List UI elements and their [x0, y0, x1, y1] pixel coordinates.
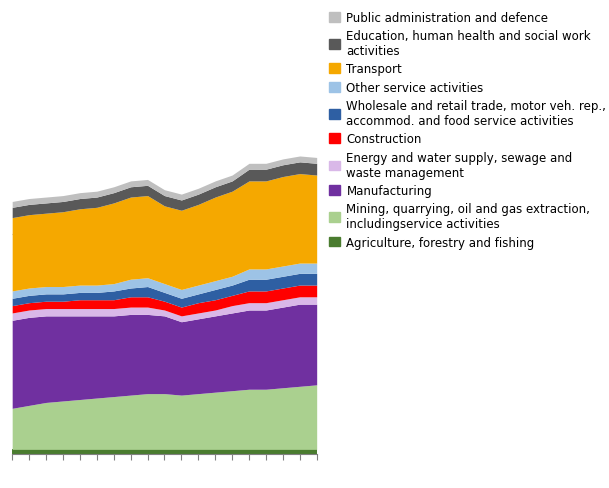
Legend: Public administration and defence, Education, human health and social work
activ: Public administration and defence, Educa…	[329, 12, 606, 249]
